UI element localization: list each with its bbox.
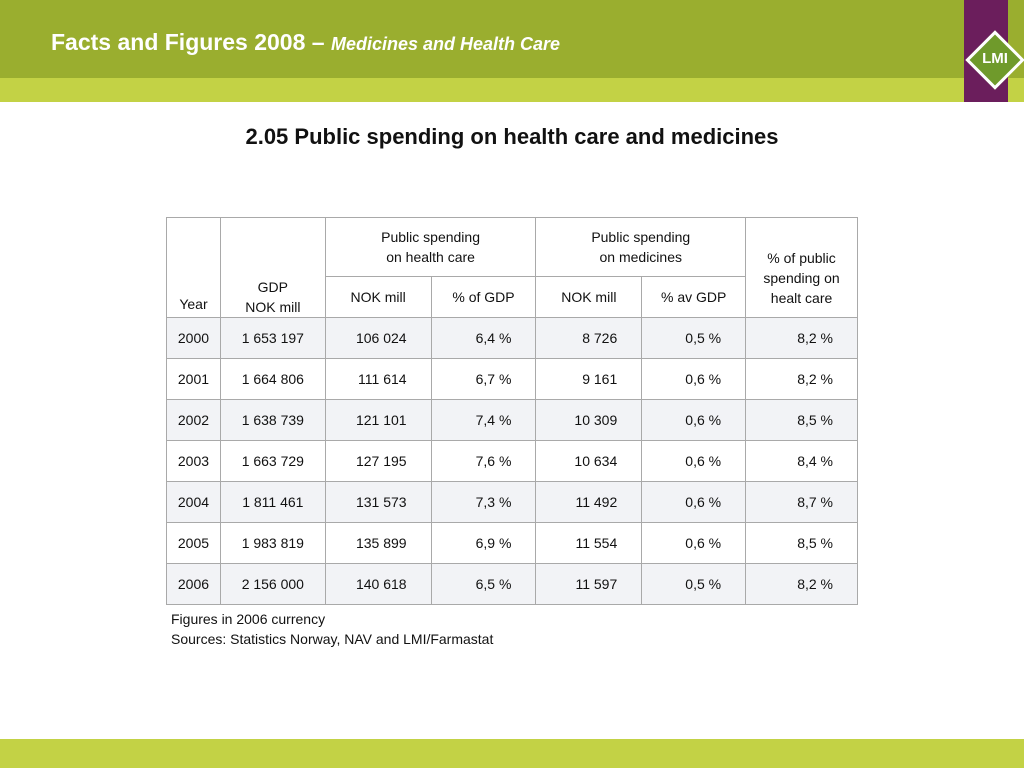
cell-med-pct: 0,6 %	[641, 440, 747, 482]
cell-med-nok: 11 597	[535, 563, 643, 605]
cell-health-pct: 6,7 %	[430, 358, 537, 400]
cell-health-pct: 7,4 %	[430, 399, 537, 441]
cell-med-nok: 10 634	[535, 440, 643, 482]
note-currency: Figures in 2006 currency	[171, 611, 326, 627]
table-row: 2001 1 664 806 111 614 6,7 % 9 161 0,6 %…	[166, 358, 858, 400]
header-title-main: Facts and Figures 2008 –	[51, 29, 325, 55]
header-gdp: GDP NOK mill	[219, 217, 326, 318]
spending-table: Year GDP NOK mill Public spending on hea…	[166, 217, 858, 605]
table-row: 2000 1 653 197 106 024 6,4 % 8 726 0,5 %…	[166, 317, 858, 359]
table-row: 2004 1 811 461 131 573 7,3 % 11 492 0,6 …	[166, 481, 858, 523]
header-gdp-line2: NOK mill	[245, 299, 301, 315]
cell-share: 8,2 %	[745, 358, 858, 400]
cell-gdp: 1 663 729	[219, 440, 326, 482]
cell-gdp: 2 156 000	[219, 563, 326, 605]
cell-health-nok: 135 899	[324, 522, 432, 564]
cell-year: 2000	[166, 317, 221, 359]
footer-band	[0, 739, 1024, 768]
header-band	[0, 0, 1024, 78]
header-medicines: Public spending on medicines	[535, 217, 747, 277]
header-share: % of public spending on healt care	[745, 217, 858, 318]
header-med-nok: NOK mill	[535, 276, 643, 318]
header-share-line3: healt care	[770, 289, 833, 306]
header-accent-band	[0, 78, 1024, 102]
cell-share: 8,7 %	[745, 481, 858, 523]
cell-health-nok: 106 024	[324, 317, 432, 359]
cell-med-pct: 0,5 %	[641, 563, 747, 605]
cell-health-nok: 121 101	[324, 399, 432, 441]
cell-gdp: 1 638 739	[219, 399, 326, 441]
header-title: Facts and Figures 2008 – Medicines and H…	[51, 29, 560, 56]
header-health-line1: Public spending	[381, 229, 480, 245]
header-year: Year	[166, 217, 221, 318]
cell-gdp: 1 664 806	[219, 358, 326, 400]
cell-year: 2001	[166, 358, 221, 400]
logo-text: LMI	[982, 50, 1008, 67]
header-title-sub: Medicines and Health Care	[330, 34, 561, 54]
cell-med-pct: 0,6 %	[641, 399, 747, 441]
table-row: 2003 1 663 729 127 195 7,6 % 10 634 0,6 …	[166, 440, 858, 482]
slide-title: 2.05 Public spending on health care and …	[245, 124, 779, 149]
cell-med-pct: 0,6 %	[641, 358, 747, 400]
cell-gdp: 1 653 197	[219, 317, 326, 359]
table-row: 2005 1 983 819 135 899 6,9 % 11 554 0,6 …	[166, 522, 858, 564]
cell-health-pct: 7,6 %	[430, 440, 537, 482]
header-health: Public spending on health care	[324, 217, 537, 277]
cell-med-nok: 11 554	[535, 522, 643, 564]
notes: Figures in 2006 currency Sources: Statis…	[171, 609, 493, 649]
cell-health-pct: 7,3 %	[430, 481, 537, 523]
cell-year: 2005	[166, 522, 221, 564]
note-sources: Sources: Statistics Norway, NAV and LMI/…	[171, 631, 494, 647]
header-health-nok: NOK mill	[324, 276, 432, 318]
cell-year: 2004	[166, 481, 221, 523]
cell-share: 8,4 %	[745, 440, 858, 482]
cell-gdp: 1 983 819	[219, 522, 326, 564]
header-gdp-line1: GDP	[257, 279, 288, 295]
cell-med-pct: 0,6 %	[641, 522, 747, 564]
cell-med-pct: 0,6 %	[641, 481, 747, 523]
cell-year: 2003	[166, 440, 221, 482]
cell-med-nok: 9 161	[535, 358, 643, 400]
cell-med-pct: 0,5 %	[641, 317, 747, 359]
cell-share: 8,2 %	[745, 563, 858, 605]
header-med-pct: % av GDP	[641, 276, 747, 318]
cell-share: 8,2 %	[745, 317, 858, 359]
cell-gdp: 1 811 461	[219, 481, 326, 523]
cell-health-nok: 111 614	[324, 358, 432, 400]
header-medicines-line2: on medicines	[599, 249, 683, 265]
cell-med-nok: 11 492	[535, 481, 643, 523]
cell-year: 2006	[166, 563, 221, 605]
cell-med-nok: 8 726	[535, 317, 643, 359]
cell-health-pct: 6,4 %	[430, 317, 537, 359]
header-health-pct: % of GDP	[430, 276, 537, 318]
cell-share: 8,5 %	[745, 522, 858, 564]
header-share-line2: spending on	[763, 269, 840, 286]
header-medicines-line1: Public spending	[591, 229, 691, 245]
header-year-label: Year	[179, 296, 208, 312]
header-health-line2: on health care	[386, 249, 475, 265]
header-share-line1: % of public	[767, 249, 836, 266]
table-row: 2006 2 156 000 140 618 6,5 % 11 597 0,5 …	[166, 563, 858, 605]
cell-year: 2002	[166, 399, 221, 441]
cell-health-nok: 131 573	[324, 481, 432, 523]
table-row: 2002 1 638 739 121 101 7,4 % 10 309 0,6 …	[166, 399, 858, 441]
cell-health-nok: 127 195	[324, 440, 432, 482]
cell-health-nok: 140 618	[324, 563, 432, 605]
cell-health-pct: 6,5 %	[430, 563, 537, 605]
cell-health-pct: 6,9 %	[430, 522, 537, 564]
cell-share: 8,5 %	[745, 399, 858, 441]
cell-med-nok: 10 309	[535, 399, 643, 441]
